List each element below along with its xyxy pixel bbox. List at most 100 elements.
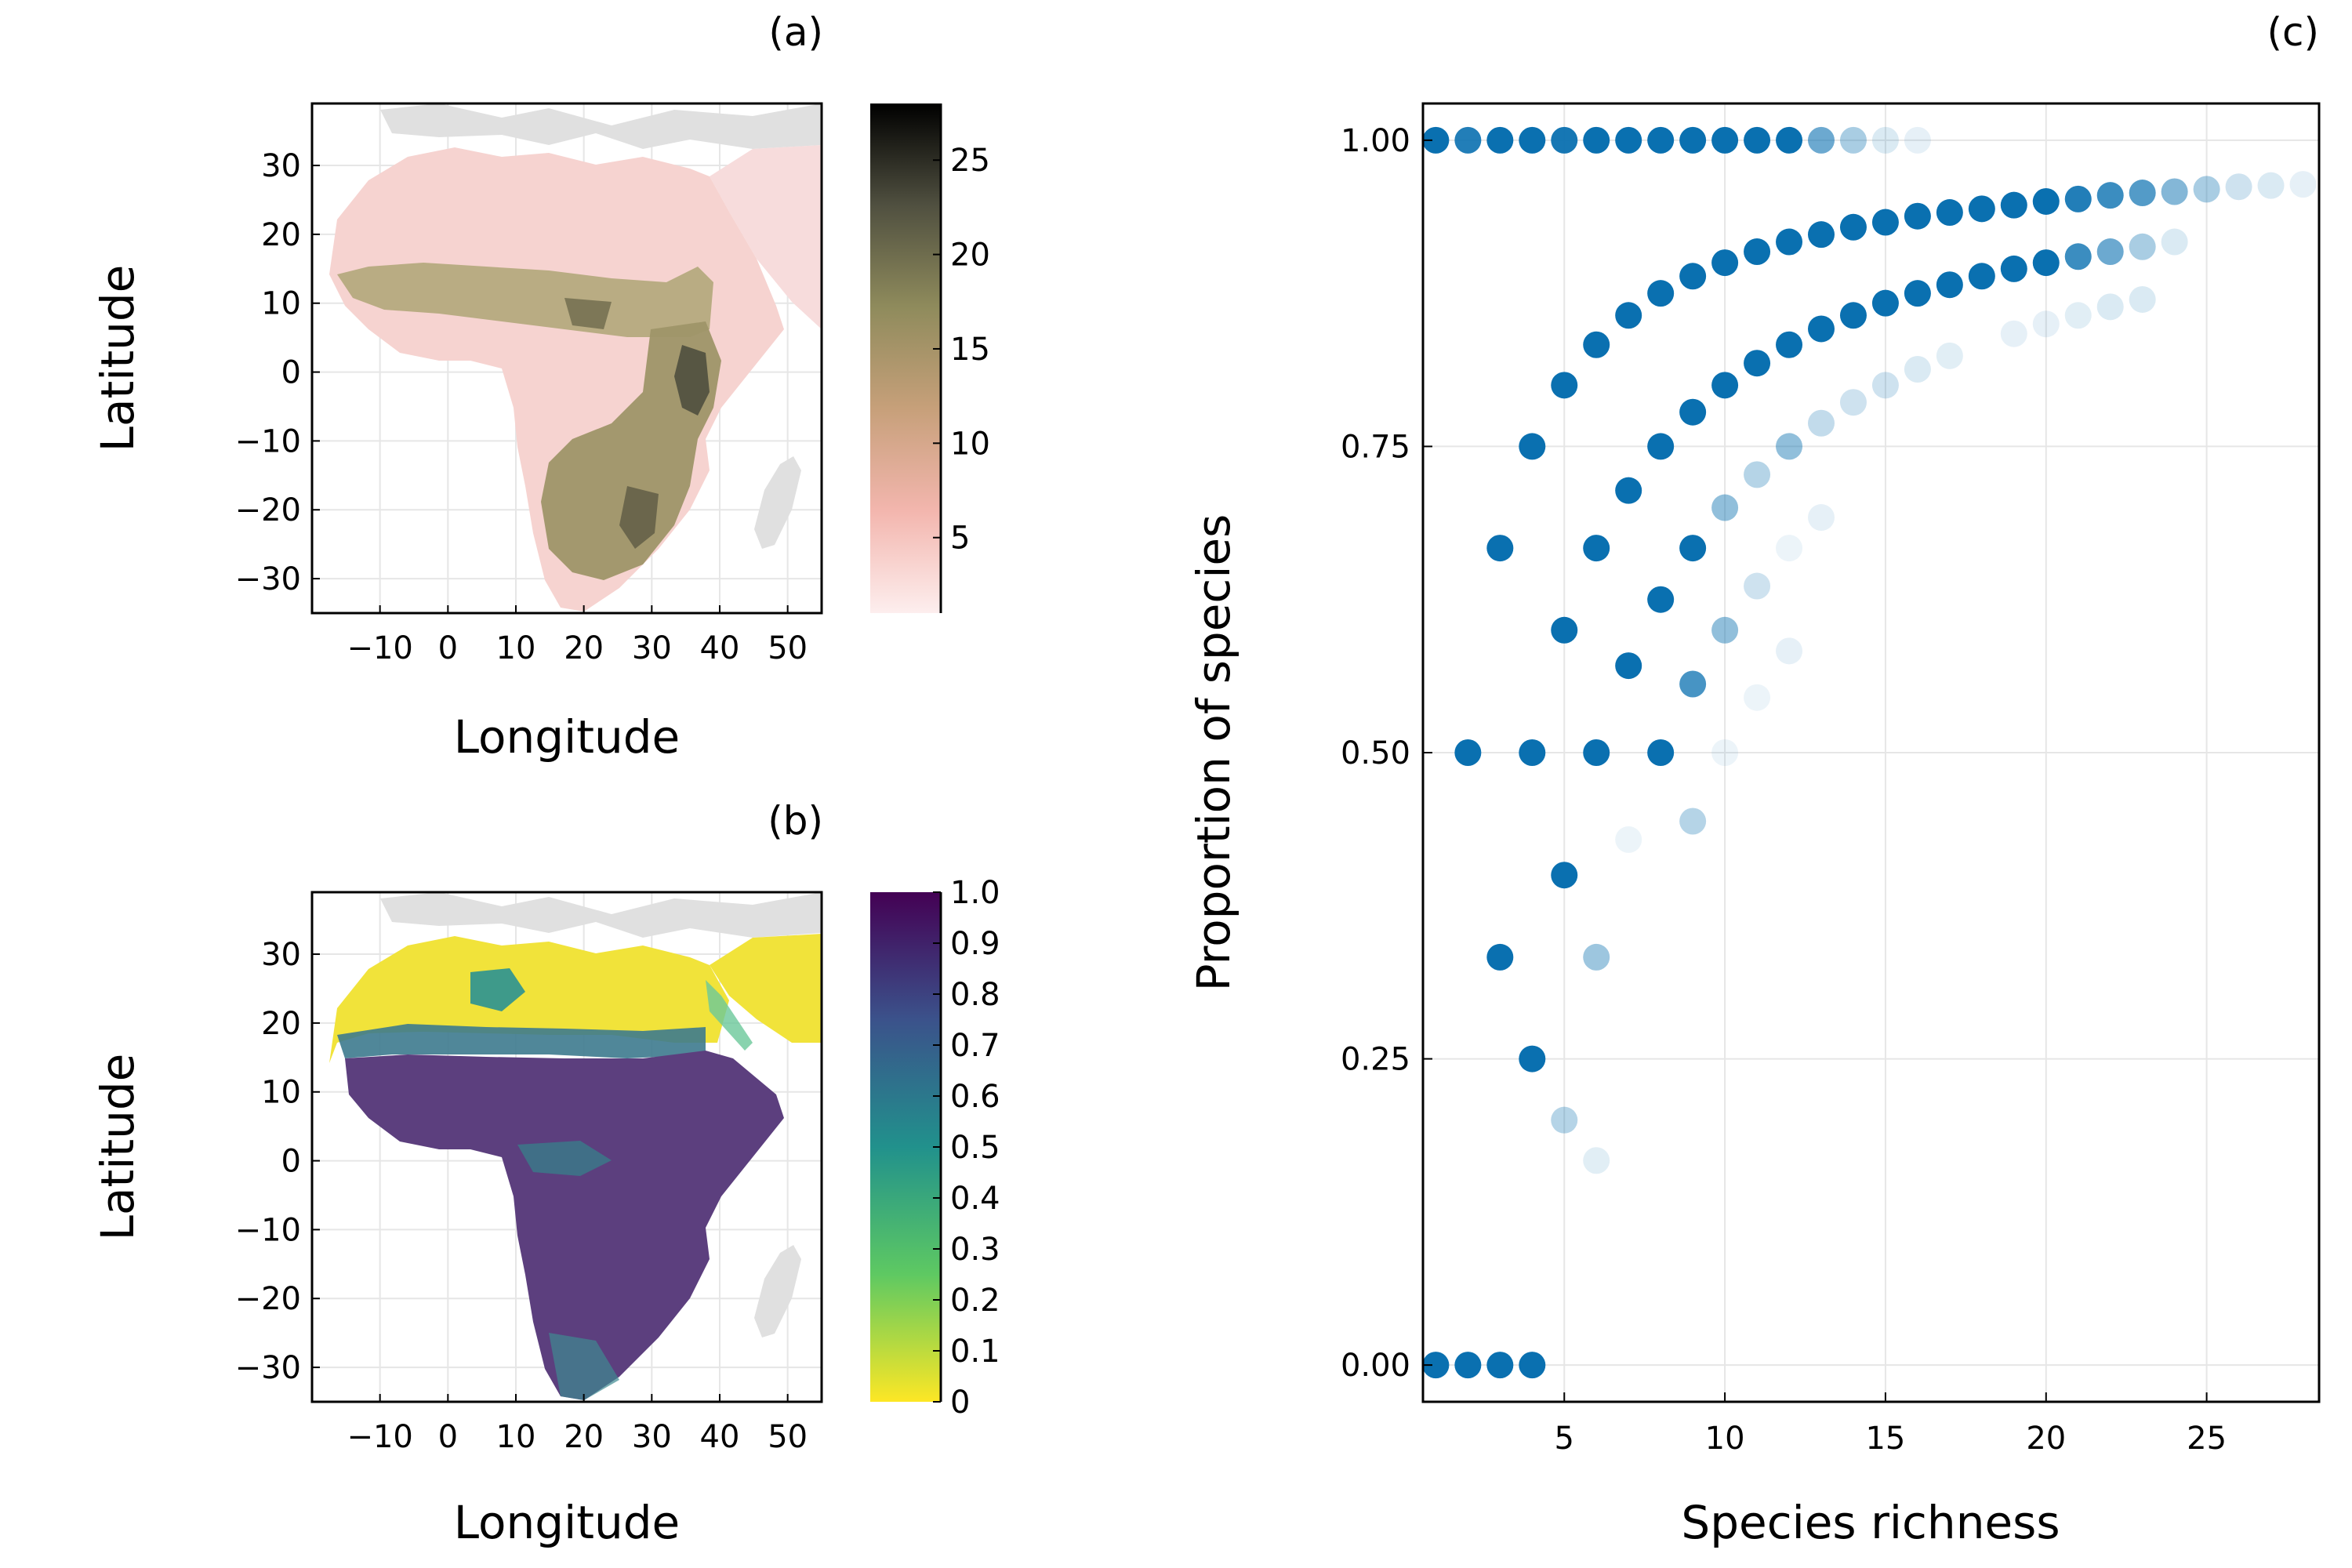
panel-b-xtick-label: 50: [768, 1419, 808, 1455]
panel-a-ytick-label: 10: [261, 286, 301, 322]
scatter-point: [1583, 943, 1610, 971]
panel-b-madagascar: [754, 1245, 801, 1338]
scatter-point: [1615, 302, 1642, 329]
panel-a-sahel-band: [337, 263, 713, 337]
panel-b-arabia: [710, 934, 822, 1043]
panel-a-east-band: [541, 321, 721, 580]
scatter-point: [2129, 180, 2156, 207]
scatter-point: [1615, 826, 1642, 853]
panel-a-xtick-label: 30: [632, 630, 672, 666]
scatter-point: [1871, 372, 1899, 399]
scatter-point: [1711, 616, 1739, 644]
panel-b-ylabel: Latitude: [91, 1054, 144, 1241]
panel-a-ytick-label: 0: [281, 355, 301, 391]
panel-b-colorbar-tick-label: 1.0: [950, 875, 1000, 911]
scatter-point: [1776, 331, 1803, 358]
scatter-point: [1968, 195, 1995, 223]
panel-b-ytick-label: −20: [235, 1281, 301, 1317]
panel-c-ytick-label: 0.75: [1341, 429, 1410, 465]
scatter-point: [1839, 389, 1867, 416]
panel-b-europe-land: [380, 892, 822, 938]
scatter-point: [1647, 433, 1675, 460]
scatter-point: [1711, 739, 1739, 766]
panel-a-madagascar: [754, 456, 801, 549]
scatter-point: [2000, 191, 2027, 219]
panel-a-colorbar: [870, 103, 941, 613]
scatter-point: [1422, 126, 1450, 154]
scatter-point: [1936, 271, 1963, 299]
panel-a-colorbar-tick-label: 5: [950, 521, 970, 557]
panel-a-hotspot-east: [674, 345, 710, 416]
scatter-point: [1679, 670, 1707, 698]
scatter-point: [1647, 739, 1675, 766]
scatter-point: [1551, 126, 1578, 154]
panel-a-xtick-label: 50: [768, 630, 808, 666]
scatter-point: [2064, 302, 2092, 329]
scatter-point: [2193, 176, 2220, 203]
scatter-point: [1583, 739, 1610, 766]
scatter-point: [1615, 477, 1642, 504]
panel-c-points: [1422, 126, 2317, 1379]
scatter-point: [1679, 263, 1707, 290]
panel-b-colorbar-tick-label: 0: [950, 1385, 970, 1421]
scatter-point: [2000, 320, 2027, 347]
scatter-point: [1486, 126, 1514, 154]
panel-b-xtick-label: 10: [496, 1419, 536, 1455]
scatter-point: [1679, 398, 1707, 426]
scatter-point: [1904, 126, 1931, 154]
panel-b-colorbar: [870, 892, 941, 1402]
panel-b-sahara-patch: [470, 968, 525, 1011]
panel-a-map: [329, 103, 822, 612]
scatter-point: [1486, 1352, 1514, 1379]
panel-c-ytick-label: 0.00: [1341, 1348, 1410, 1384]
scatter-point: [2032, 187, 2060, 215]
panel-c-xtick-label: 25: [2187, 1421, 2227, 1457]
panel-b-colorbar-tick-label: 0.7: [950, 1028, 1000, 1064]
scatter-point: [1519, 433, 1546, 460]
scatter-point: [1711, 372, 1739, 399]
scatter-point: [1583, 331, 1610, 358]
panel-c-scatter: (c) 5 10 15 20 25 1.00 0.75 0.50 0.25 0.00 Specie…: [1187, 9, 2321, 1549]
scatter-point: [1808, 504, 1835, 532]
scatter-point: [2257, 172, 2285, 199]
scatter-point: [1454, 126, 1482, 154]
scatter-point: [1839, 213, 1867, 241]
panel-a-frame: [310, 102, 823, 615]
scatter-point: [2129, 285, 2156, 313]
panel-b-colorbar-tick-label: 0.6: [950, 1079, 1000, 1115]
panel-b-colorbar-tick-label: 0.5: [950, 1130, 1000, 1166]
scatter-point: [2096, 238, 2124, 266]
scatter-point: [1808, 126, 1835, 154]
scatter-point: [1679, 808, 1707, 835]
panel-c-grid: [1423, 103, 2319, 1402]
scatter-point: [1936, 342, 1963, 369]
panel-c-ytick-label: 1.00: [1341, 123, 1410, 159]
scatter-point: [1744, 350, 1771, 377]
panel-b-xtick-label: 30: [632, 1419, 672, 1455]
panel-a-xtick-label: 10: [496, 630, 536, 666]
panel-a-arabia: [710, 145, 822, 329]
panel-a-colorbar-tick-label: 10: [950, 426, 990, 462]
scatter-point: [1904, 202, 1931, 230]
panel-a-hotspot-south: [619, 486, 659, 549]
scatter-point: [1615, 652, 1642, 680]
panel-b-colorbar-tick-label: 0.4: [950, 1181, 1000, 1217]
panel-a-ytick-label: 30: [261, 148, 301, 184]
scatter-point: [1904, 280, 1931, 307]
panel-b-south-patch: [549, 1333, 619, 1400]
scatter-point: [1647, 126, 1675, 154]
scatter-point: [2129, 233, 2156, 260]
panel-c-xlabel: Species richness: [1681, 1496, 2060, 1549]
scatter-point: [1422, 1352, 1450, 1379]
panel-b-colorbar-tick-label: 0.1: [950, 1334, 1000, 1370]
panel-a-xtick-label: 40: [700, 630, 740, 666]
scatter-point: [1744, 461, 1771, 488]
panel-b-sahel-transition: [337, 1024, 706, 1058]
panel-a-colorbar-tick-label: 25: [950, 143, 990, 179]
scatter-point: [1744, 126, 1771, 154]
panel-b-ticks: −10 0 10 20 30 40 50 30 20 10 0 −10 −20 −30: [235, 937, 808, 1455]
panel-b-ytick-label: −10: [235, 1212, 301, 1248]
scatter-point: [1808, 409, 1835, 437]
scatter-point: [1615, 126, 1642, 154]
